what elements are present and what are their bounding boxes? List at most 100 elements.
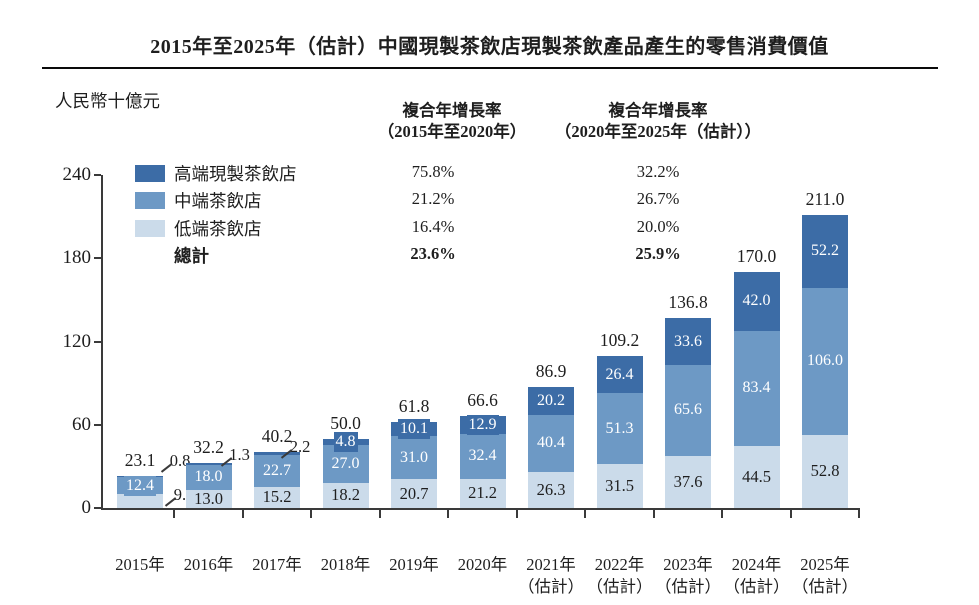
cagr-value-low-end-2: 20.0% xyxy=(636,216,680,236)
bar-value-label-mid-end: 27.0 xyxy=(329,454,362,475)
legend-swatch-mid-end-icon xyxy=(135,192,165,210)
x-axis-tick xyxy=(721,510,724,518)
bar-segment-low-end xyxy=(596,464,643,508)
bar-total-label: 66.6 xyxy=(467,389,498,410)
bar-total-label: 170.0 xyxy=(736,246,777,267)
legend-label-high-end: 高端現製茶飲店 xyxy=(174,164,297,185)
bar-segment-low-end xyxy=(528,471,574,508)
bar-value-label-mid-end: 83.4 xyxy=(740,378,773,399)
bar-total-label: 61.8 xyxy=(398,396,430,417)
legend-item-total: 總計 xyxy=(135,242,297,269)
bar-segment-low-end xyxy=(254,486,300,508)
cagr-header-2-line2: （2020年至2025年（估計）） xyxy=(554,122,762,141)
bar-value-label-low-end: 44.5 xyxy=(742,467,771,487)
x-axis-tick xyxy=(173,510,176,518)
y-axis-tick-label: 0 xyxy=(81,497,92,518)
bar-total-label: 50.0 xyxy=(330,412,361,433)
x-category-label: 2016年 xyxy=(183,555,234,574)
cagr-value-low-end-1: 16.4% xyxy=(411,216,455,236)
legend-label-low-end: 低端茶飲店 xyxy=(174,218,262,239)
bar-value-label-high-end: 52.2 xyxy=(809,241,841,262)
bar-value-callout-high-end: 1.3 xyxy=(229,445,250,465)
y-axis-tick xyxy=(94,340,101,343)
bar-value-label-mid-end: 31.0 xyxy=(398,447,430,468)
bar-segment-high-end xyxy=(254,452,300,456)
chart-title: 2015年至2025年（估計）中國現製茶飲店現製茶飲產品產生的零售消費價值 xyxy=(150,36,829,58)
y-axis-tick xyxy=(94,174,101,176)
x-axis-tick xyxy=(652,510,655,518)
bar-value-label-high-end: 42.0 xyxy=(740,291,773,312)
x-axis-tick xyxy=(858,510,860,518)
bar-value-label-low-end: 21.2 xyxy=(468,483,497,503)
x-axis-tick xyxy=(378,510,381,518)
legend-item-high-end: 高端現製茶飲店 xyxy=(135,160,297,187)
y-axis-tick-label: 240 xyxy=(62,164,92,185)
y-axis-unit-label: 人民幣十億元 xyxy=(55,91,160,111)
bar-value-label-low-end: 18.2 xyxy=(331,485,360,505)
cagr-value-total-2: 25.9% xyxy=(635,243,681,263)
cagr-values-1: 75.8% 21.2% 16.4% 23.6% xyxy=(313,158,553,267)
cagr-value-high-end-1: 75.8% xyxy=(411,162,455,181)
bar-value-label-mid-end: 32.4 xyxy=(466,446,499,467)
x-axis-tick xyxy=(515,510,518,518)
bar-value-callout-high-end: 0.8 xyxy=(169,450,191,470)
bar-segment-low-end xyxy=(665,455,711,508)
cagr-header-2: 複合年增長率 （2020年至2025年（估計）） xyxy=(528,100,788,142)
cagr-column-2020-2025: 複合年增長率 （2020年至2025年（估計）） 32.2% 26.7% 20.… xyxy=(528,100,788,267)
bar-value-label-low-end: 13.0 xyxy=(194,488,223,508)
bar-total-label: 40.2 xyxy=(261,426,293,447)
x-category-label: 2025年 （估計） xyxy=(792,555,858,596)
x-category-label: 2019年 xyxy=(389,555,439,574)
cagr-column-2015-2020: 複合年增長率 （2015年至2020年） 75.8% 21.2% 16.4% 2… xyxy=(332,100,572,267)
cagr-value-mid-end-2: 26.7% xyxy=(636,189,680,209)
cagr-value-total-1: 23.6% xyxy=(410,243,456,263)
bar-value-label-mid-end: 51.3 xyxy=(603,418,636,439)
y-axis-tick-label: 120 xyxy=(62,330,92,352)
x-category-label: 2023年 （估計） xyxy=(655,555,721,596)
cagr-values-2: 32.2% 26.7% 20.0% 25.9% xyxy=(528,158,788,267)
bar-segment-low-end xyxy=(322,482,369,508)
bar-value-label-low-end: 31.5 xyxy=(605,476,634,496)
bar-value-label-low-end: 26.3 xyxy=(536,479,566,499)
x-category-label: 2017年 xyxy=(252,555,302,574)
x-axis-tick xyxy=(789,510,792,518)
legend-swatch-low-end-icon xyxy=(135,219,165,237)
y-axis-tick-label: 180 xyxy=(62,247,92,269)
legend-item-low-end: 低端茶飲店 xyxy=(135,215,297,242)
bar-total-label: 136.8 xyxy=(668,292,708,313)
x-category-label: 2022年 （估計） xyxy=(586,555,653,596)
bar-segment-low-end xyxy=(802,434,848,508)
bar-value-label-mid-end: 106.0 xyxy=(805,351,845,372)
bar-value-label-high-end: 33.6 xyxy=(672,331,704,352)
title-underline xyxy=(42,67,938,69)
bar-value-callout-high-end: 2.2 xyxy=(289,437,311,457)
bar-value-label-high-end: 4.8 xyxy=(333,431,358,452)
bar-value-label-mid-end: 22.7 xyxy=(261,461,293,482)
bar-total-label: 109.2 xyxy=(599,330,640,351)
bar-segment-low-end xyxy=(117,494,163,508)
y-axis-tick-label: 60 xyxy=(72,413,91,435)
cagr-value-mid-end-1: 21.2% xyxy=(411,189,455,209)
bar-total-label: 23.1 xyxy=(124,449,156,470)
bar-value-label-high-end: 12.9 xyxy=(466,414,499,435)
cagr-value-high-end-2: 32.2% xyxy=(636,162,680,181)
x-axis-tick xyxy=(584,510,587,518)
bar-value-label-mid-end: 12.4 xyxy=(124,475,156,496)
x-category-label: 2021年 （估計） xyxy=(518,555,584,596)
bar-value-label-mid-end: 65.6 xyxy=(672,400,704,421)
x-category-label: 2024年 （估計） xyxy=(723,555,790,596)
legend-label-mid-end: 中端茶飲店 xyxy=(174,191,262,212)
y-axis xyxy=(101,175,103,510)
x-category-label: 2018年 xyxy=(320,555,371,574)
cagr-header-1: 複合年增長率 （2015年至2020年） xyxy=(332,100,572,142)
y-axis-tick xyxy=(94,423,101,426)
legend: 高端現製茶飲店 中端茶飲店 低端茶飲店 總計 xyxy=(135,160,297,269)
bar-segment-low-end xyxy=(733,446,780,508)
cagr-header-1-line1: 複合年增長率 xyxy=(402,101,502,120)
bar-value-label-low-end: 52.8 xyxy=(810,461,840,481)
bar-total-label: 211.0 xyxy=(805,189,845,210)
legend-item-mid-end: 中端茶飲店 xyxy=(135,187,297,214)
bar-segment-low-end xyxy=(459,478,506,508)
